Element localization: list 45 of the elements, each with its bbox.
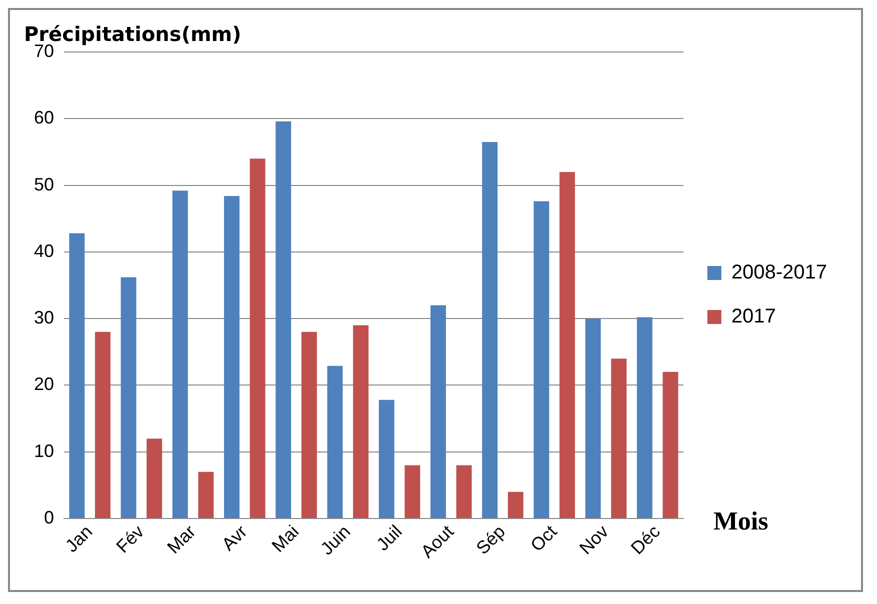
x-tick-label: Sép [472, 521, 510, 558]
x-tick-label: Fév [112, 521, 148, 557]
x-tick-label: Jan [62, 521, 96, 556]
bar [301, 332, 317, 518]
y-tick-label: 30 [34, 308, 54, 328]
legend-label: 2017 [731, 306, 776, 328]
bar [611, 358, 627, 518]
legend-label: 2008-2017 [731, 262, 828, 284]
bar [534, 201, 550, 518]
bar [327, 366, 343, 518]
y-tick-label: 50 [34, 174, 54, 194]
x-tick-label: Déc [627, 521, 664, 558]
x-tick-label: Juin [316, 521, 354, 559]
bar [482, 142, 498, 518]
x-tick-label: Juil [372, 521, 406, 555]
bar [146, 438, 162, 518]
bar [585, 318, 601, 518]
bar [508, 492, 524, 518]
bar [378, 400, 394, 518]
bar [94, 332, 110, 518]
x-tick-label: Mar [163, 521, 200, 558]
bar [456, 465, 472, 518]
x-axis-title: Mois [713, 506, 768, 536]
bar [636, 317, 652, 518]
x-tick-label: Nov [576, 521, 612, 558]
bar [224, 196, 240, 518]
y-tick-label: 0 [44, 508, 54, 528]
y-tick-label: 10 [34, 440, 54, 461]
x-tick-label: Mai [268, 521, 303, 556]
bar [276, 121, 292, 518]
bar [120, 277, 136, 518]
y-tick-label: 20 [34, 374, 54, 394]
bar [662, 372, 678, 518]
bar [250, 158, 266, 518]
x-tick-label: Avr [218, 521, 251, 554]
bar [353, 325, 369, 518]
bar [430, 305, 446, 518]
bar [404, 465, 420, 518]
x-tick-label: Oct [526, 521, 561, 556]
bar [69, 233, 85, 518]
y-tick-label: 40 [34, 240, 54, 261]
bar [172, 190, 188, 518]
bar [198, 472, 214, 518]
bar [559, 172, 575, 518]
y-tick-label: 60 [34, 108, 54, 128]
